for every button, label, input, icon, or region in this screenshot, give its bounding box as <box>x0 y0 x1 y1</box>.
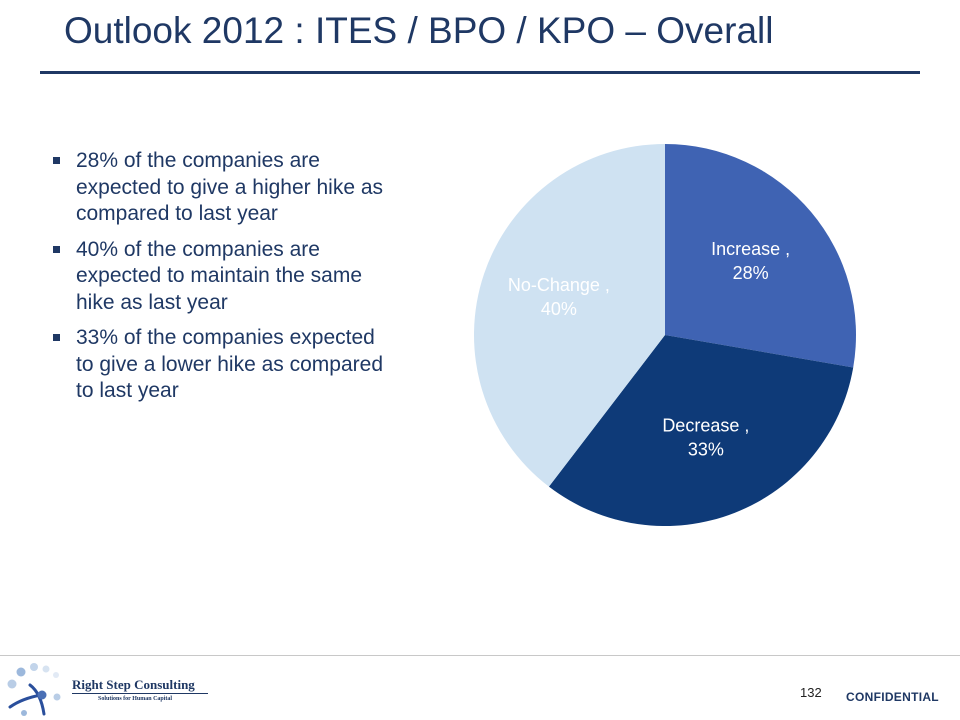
pie-label-increase: Increase , 28% <box>711 239 790 283</box>
bullet-item: 33% of the companies expected to give a … <box>48 325 398 405</box>
bullet-item: 40% of the companies are expected to mai… <box>48 237 398 317</box>
bullet-item: 28% of the companies are expected to giv… <box>48 148 398 228</box>
bullet-text: 28% of the companies are expected to giv… <box>76 149 384 225</box>
confidential-label: CONFIDENTIAL <box>846 690 939 704</box>
title-divider <box>40 71 920 74</box>
page-number: 132 <box>800 685 822 700</box>
bullet-list: 28% of the companies are expected to giv… <box>48 148 398 414</box>
logo-company-name: Right Step Consulting <box>72 677 195 692</box>
square-bullet-icon <box>53 157 60 164</box>
pie-slice-increase <box>665 144 856 368</box>
bullet-text: 40% of the companies are expected to mai… <box>76 237 363 314</box>
footer-divider <box>0 655 960 656</box>
logo-underline <box>72 693 208 694</box>
pie-slice-decrease <box>548 335 854 526</box>
square-bullet-icon <box>53 334 60 341</box>
logo-tagline: Solutions for Human Capital <box>98 696 173 702</box>
pie-label-no-change: No-Change , 40% <box>508 275 610 319</box>
bullet-text: 33% of the companies expected to give a … <box>76 326 383 402</box>
slide-title: Outlook 2012 : ITES / BPO / KPO – Overal… <box>64 10 774 51</box>
pie-label-decrease: Decrease , 33% <box>662 415 749 459</box>
pie-slice-no-change <box>473 144 665 487</box>
square-bullet-icon <box>53 245 60 253</box>
company-logo: Right Step Consulting Solutions for Huma… <box>6 660 211 718</box>
pie-chart: Increase , 28% Decrease , 33% No-Change , 40% <box>473 144 856 526</box>
logo-dots-icon <box>7 663 61 716</box>
